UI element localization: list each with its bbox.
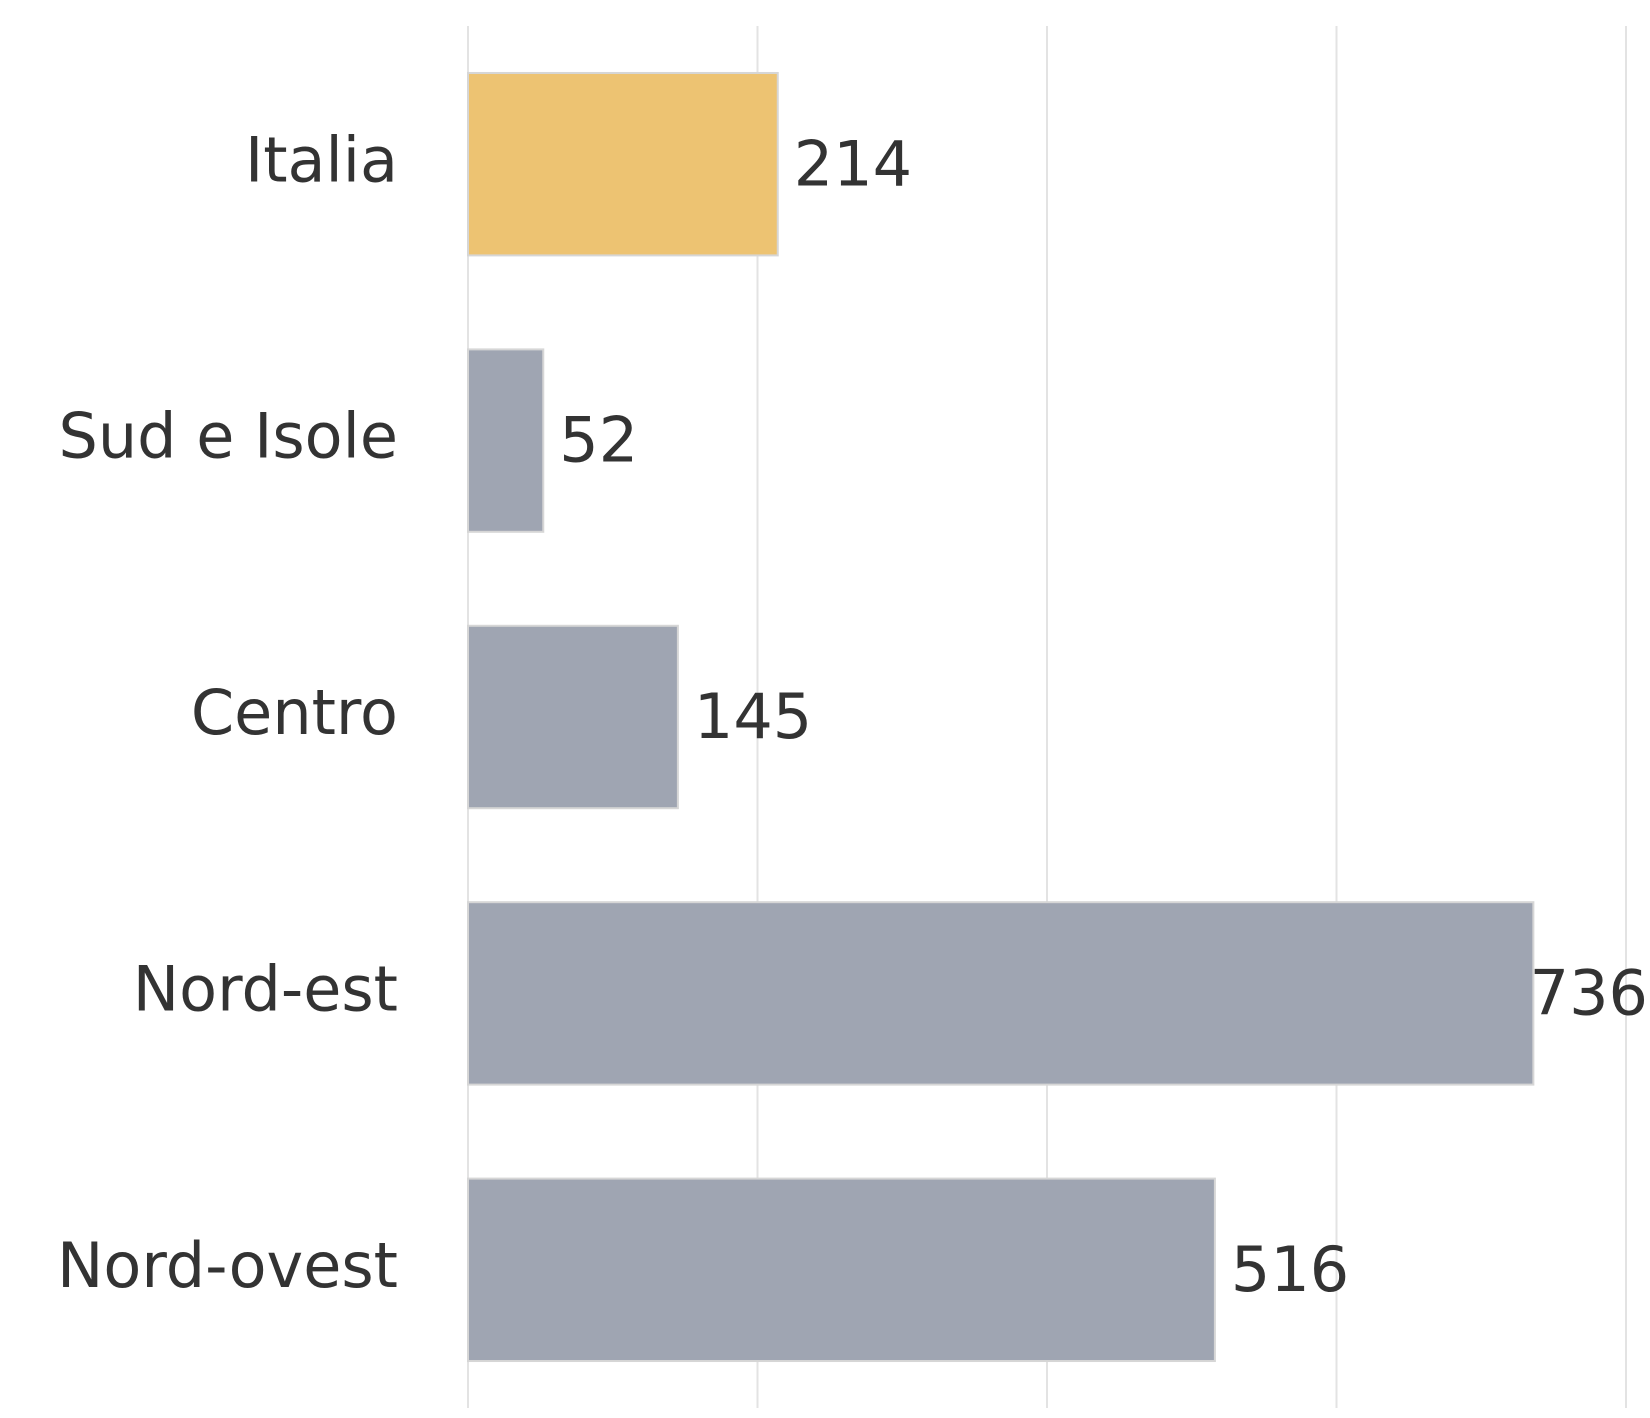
data-label: 516 [1231, 1233, 1349, 1306]
data-label: 736 [1530, 956, 1648, 1029]
bar [467, 901, 1535, 1086]
category-label: Italia [245, 123, 398, 196]
bar [467, 348, 545, 533]
bar [467, 71, 779, 257]
data-label: 52 [559, 404, 638, 477]
category-label: Centro [191, 676, 398, 749]
category-label: Nord-est [133, 952, 398, 1025]
category-label: Nord-ovest [57, 1229, 398, 1302]
data-label: 145 [694, 680, 812, 753]
bar [467, 1177, 1216, 1363]
bar [467, 624, 679, 810]
data-label: 214 [794, 127, 912, 200]
category-label: Sud e Isole [59, 400, 398, 473]
